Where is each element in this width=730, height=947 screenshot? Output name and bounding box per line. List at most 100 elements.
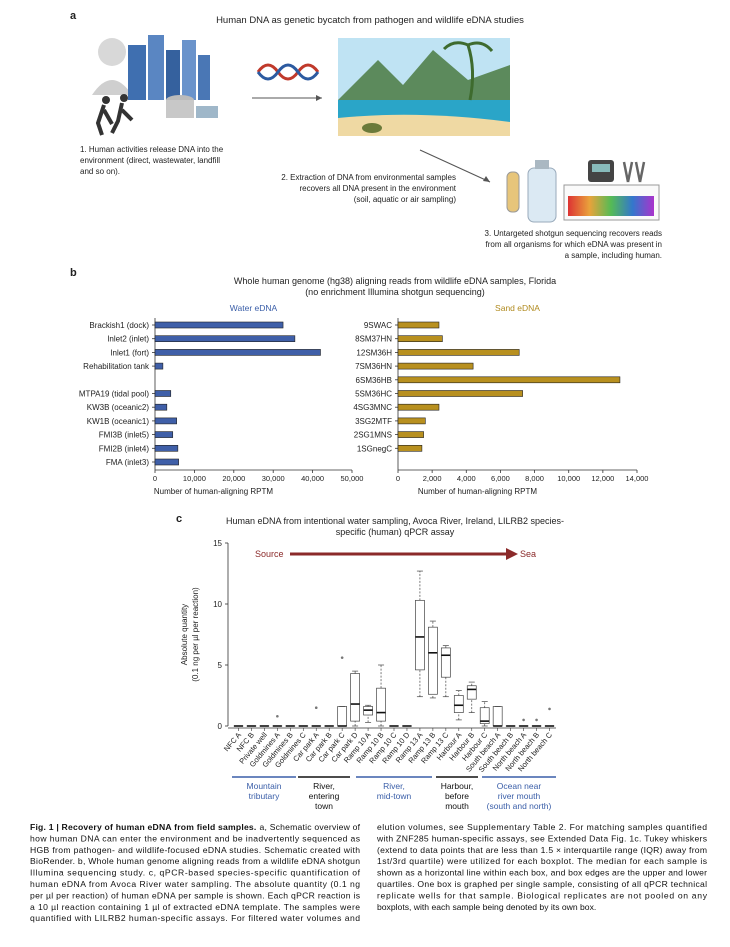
group-label: (south and north) [487,801,552,811]
step-text: 3. Untargeted shotgun sequencing recover… [485,229,662,238]
y-tick-label: 12SM36H [356,348,392,357]
group-label: town [315,801,333,811]
x-tick-label: 0 [153,474,157,483]
arrow-head [506,548,518,560]
point [314,706,318,709]
x-tick-label: 8,000 [525,474,544,483]
bar [154,444,179,452]
group-label: mouth [445,801,469,811]
group-label: entering [309,791,340,801]
caption-line: how human DNA can enter the environment … [30,833,360,843]
y-tick-label: Rehabilitation tank [83,362,150,371]
bar [397,403,440,411]
group-label: before [445,791,469,801]
bar [397,362,474,370]
box [466,685,477,700]
panel-title: Whole human genome (hg38) aligning reads… [234,276,556,286]
box [492,706,503,727]
caption-line: quartiles. One box is graphed per single… [377,879,707,889]
bar [154,362,164,370]
bar [397,417,426,425]
step-text: and so on). [80,167,120,176]
group-label: River, [383,781,405,791]
y-tick-label: 15 [213,539,222,548]
y-tick-label: FMI3B (inlet5) [99,431,150,440]
box [337,706,348,727]
bar [154,321,284,329]
y-tick-label: 7SM36HN [355,362,392,371]
lab-illustration [419,149,660,223]
caption-line: elution volumes, see Supplementary Table… [377,822,707,832]
y-tick-label: 5SM36HC [355,390,392,399]
bar [154,417,177,425]
box [453,695,464,713]
y-tick-label: Inlet2 (inlet) [107,335,149,344]
x-tick-label: 30,000 [262,474,285,483]
group-label: river mouth [498,791,541,801]
x-tick-label: 12,000 [591,474,614,483]
caption-line: HGB from pathogen- and wildlife-focused … [30,845,360,855]
step-text: (soil, aquatic or air sampling) [354,195,457,204]
box [415,599,425,671]
caption-line: quantified with LILRB2 human-specific as… [30,913,360,923]
group-label: Harbour, [441,781,474,791]
box [479,707,490,724]
panel-title: (no enrichment Illumina shotgun sequenci… [305,287,485,297]
x-tick-label: 2,000 [423,474,442,483]
arrow-label: Sea [520,549,536,559]
bar [397,390,523,397]
bar [154,403,168,411]
x-tick-label: 0 [396,474,400,483]
point [535,718,538,722]
caption-heading: Fig. 1 | Recovery of human eDNA from fie… [30,822,256,832]
panel-label: b [70,267,77,279]
caption-line: Fig. 1 | Recovery of human eDNA from fie… [30,822,361,832]
y-tick-label: 10 [213,600,222,609]
bar [154,349,321,356]
chart-subtitle: Sand eDNA [495,303,540,313]
y-tick-label: KW3B (oceanic2) [87,403,150,412]
bar [397,335,443,343]
y-tick-label: 1SGnegC [357,444,392,453]
y-tick-label: MTPA19 (tidal pool) [79,390,149,399]
caption-line: Illumina sequencing study. c, qPCR-based… [30,868,361,878]
x-tick-label: 50,000 [341,474,364,483]
beach-illustration [338,38,510,136]
y-tick-label: FMA (inlet3) [106,458,149,467]
box [440,647,451,678]
caption-line: 1st/3rd quartile) were utilized for each… [377,856,707,866]
panel-title: Human DNA as genetic bycatch from pathog… [216,15,524,26]
arrow-label: Source [255,549,284,559]
point [548,707,551,711]
step-text: environment (direct, wastewater, landfil… [80,156,220,165]
step-text: 1. Human activities release DNA into the [80,145,224,154]
y-tick-label: 3SG2MTF [355,417,392,426]
caption-line: BioRender. b, Whole human genome alignin… [30,856,360,866]
x-tick-label: 6,000 [491,474,510,483]
step-text: recovers all DNA present in the environm… [299,184,456,193]
y-tick-label: 9SWAC [364,321,392,330]
caption-line: replicate wells for that sample. Biologi… [377,890,708,900]
caption-line: (extend to data points that are less tha… [377,845,707,855]
bar [397,444,423,452]
caption-line: shown as a horizontal line within each b… [377,868,707,878]
step-text: 2. Extraction of DNA from environmental … [281,173,456,182]
dna-icon [252,63,322,101]
bar [154,431,174,438]
caption-line: a 10 µl reaction containing 1 µl of extr… [30,902,360,912]
group-label: Ocean near [497,781,542,791]
point [522,718,525,722]
panel-label: c [176,513,182,525]
x-tick-label: 4,000 [457,474,476,483]
group-label: River, [313,781,335,791]
group-label: Mountain [247,781,282,791]
bar [397,431,424,438]
y-tick-label: 8SM37HN [355,335,392,344]
y-tick-label: 0 [218,722,223,731]
city-illustration [92,35,218,136]
x-tick-label: 10,000 [557,474,580,483]
x-axis-label: Number of human-aligning RPTM [418,487,537,496]
bar [154,390,172,397]
panel-title: Human eDNA from intentional water sampli… [226,516,564,526]
y-tick-label: 2SG1MNS [354,431,392,440]
